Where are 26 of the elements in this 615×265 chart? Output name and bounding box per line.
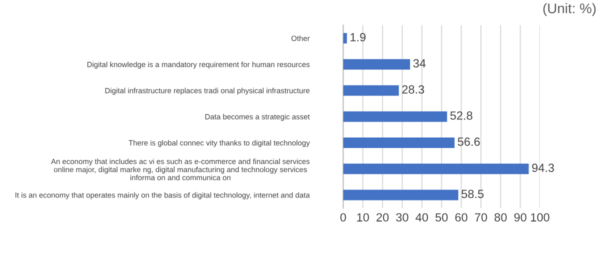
x-tick-label: 40 (416, 213, 428, 222)
data-label: 34 (413, 59, 426, 68)
data-label: 1.9 (350, 33, 366, 42)
text: (Unit: %) (543, 3, 596, 16)
x-tick-label: 60 (455, 213, 468, 222)
data-label: 28.3 (402, 85, 424, 94)
x-tick-label: 0 (340, 213, 346, 222)
x-tick-label: 50 (435, 213, 448, 222)
x-tick-label: 90 (514, 213, 526, 222)
bar (343, 190, 458, 200)
x-tick-label: 10 (357, 213, 369, 222)
x-tick-label: 70 (474, 213, 488, 222)
data-label: 58.5 (462, 190, 484, 198)
data-label: 94.3 (532, 164, 554, 172)
bar (343, 59, 410, 70)
x-tick-label: 100 (531, 213, 550, 222)
x-tick-label: 80 (494, 213, 507, 222)
x-tick-label: 20 (376, 213, 389, 222)
data-label: 52.8 (450, 111, 472, 120)
bar (343, 111, 448, 122)
bar (343, 33, 347, 44)
bar (343, 85, 399, 96)
data-label: 56.6 (458, 138, 480, 146)
bar (343, 137, 455, 148)
x-tick-label: 30 (396, 213, 408, 222)
bar (343, 164, 529, 174)
